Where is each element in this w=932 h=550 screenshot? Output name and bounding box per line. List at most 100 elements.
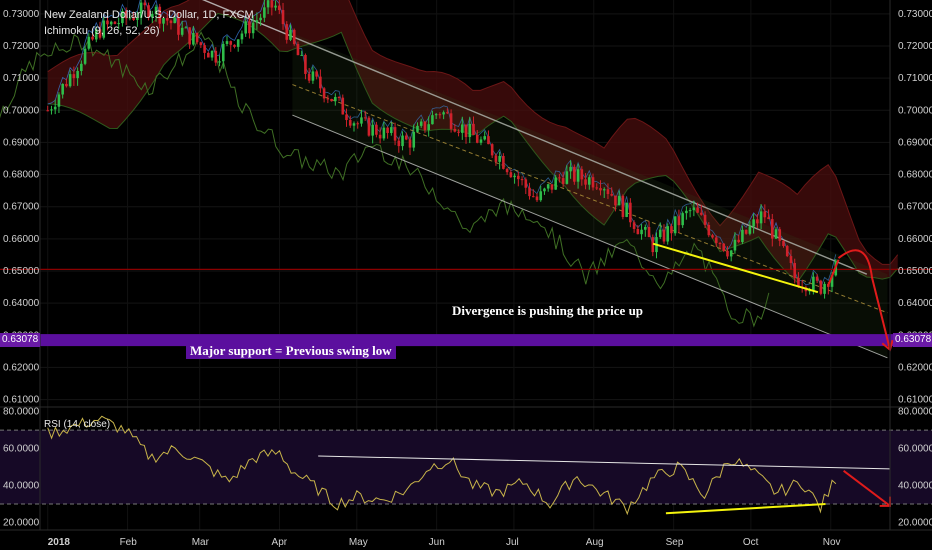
candle-body bbox=[431, 115, 434, 125]
price-tick-left: 0.70000 bbox=[3, 105, 40, 116]
support-band bbox=[0, 334, 932, 347]
price-tick-left: 0.65000 bbox=[3, 266, 40, 277]
candle-body bbox=[408, 139, 412, 148]
candle-body bbox=[218, 61, 221, 63]
candle-body bbox=[326, 98, 330, 100]
candle-body bbox=[65, 83, 68, 87]
candle-body bbox=[789, 256, 793, 263]
price-tick-right: 0.67000 bbox=[898, 202, 932, 213]
candle-body bbox=[210, 50, 214, 58]
candle-body bbox=[83, 48, 87, 64]
candle-body bbox=[580, 169, 584, 180]
candle-body bbox=[767, 217, 770, 220]
time-tick: Oct bbox=[743, 537, 759, 548]
divergence-annotation: Divergence is pushing the price up bbox=[452, 303, 644, 318]
candle-body bbox=[658, 229, 662, 238]
candle-body bbox=[240, 33, 244, 40]
candle-body bbox=[632, 222, 636, 229]
candle-body bbox=[173, 17, 177, 24]
candle-body bbox=[151, 14, 154, 18]
candle-body bbox=[184, 27, 188, 29]
price-tick-left: 0.61000 bbox=[3, 395, 40, 406]
candle-body bbox=[644, 226, 647, 230]
candle-body bbox=[214, 50, 218, 63]
candle-body bbox=[337, 96, 341, 98]
candle-body bbox=[502, 155, 505, 169]
candle-body bbox=[561, 178, 565, 184]
candle-body bbox=[573, 166, 576, 182]
time-tick: Sep bbox=[666, 537, 684, 548]
price-tick-left: 0.68000 bbox=[3, 170, 40, 181]
candle-body bbox=[696, 207, 699, 213]
price-tick-right: 0.70000 bbox=[898, 105, 932, 116]
rsi-divergence-line bbox=[665, 503, 826, 515]
candle-body bbox=[91, 36, 94, 40]
candle-body bbox=[733, 239, 737, 251]
candle-body bbox=[315, 71, 318, 77]
candle-body bbox=[737, 239, 740, 243]
candle-body bbox=[390, 127, 393, 133]
candle-body bbox=[528, 187, 531, 197]
candle-body bbox=[681, 213, 684, 226]
candle-body bbox=[513, 175, 516, 178]
candle-body bbox=[292, 29, 296, 45]
up-arrow bbox=[827, 259, 840, 286]
candle-body bbox=[289, 29, 292, 40]
price-divergence-line bbox=[652, 242, 819, 294]
rsi-line bbox=[47, 415, 837, 516]
support-annotation: Major support = Previous swing low bbox=[186, 343, 396, 359]
price-tick-right: 0.65000 bbox=[898, 266, 932, 277]
candle-body bbox=[72, 74, 76, 79]
candle-body bbox=[729, 250, 733, 257]
price-tick-left: 0.62000 bbox=[3, 362, 40, 373]
candle-body bbox=[251, 22, 255, 34]
candle-body bbox=[685, 210, 688, 214]
candle-body bbox=[569, 166, 572, 172]
candle-body bbox=[397, 140, 401, 147]
candle-body bbox=[188, 27, 191, 45]
price-tick-left: 0.69000 bbox=[3, 137, 40, 148]
candle-body bbox=[165, 18, 169, 21]
rsi-tick-right: 40.0000 bbox=[898, 481, 932, 492]
candle-body bbox=[591, 177, 595, 188]
candle-body bbox=[457, 131, 460, 133]
candle-body bbox=[80, 63, 83, 71]
rsi-tick-left: 20.0000 bbox=[3, 517, 40, 528]
candle-body bbox=[509, 172, 513, 178]
candle-body bbox=[192, 32, 195, 45]
candle-body bbox=[334, 96, 337, 102]
candle-body bbox=[517, 175, 520, 180]
candle-body bbox=[423, 121, 427, 131]
chart-title: New Zealand Dollar/U.S. Dollar, 1D, FXCM bbox=[44, 9, 254, 21]
price-tick-left: 0.64000 bbox=[3, 298, 40, 309]
candle-body bbox=[180, 27, 184, 35]
candle-body bbox=[479, 139, 483, 143]
channel-upper bbox=[202, 0, 868, 275]
candle-body bbox=[662, 229, 666, 242]
candle-body bbox=[401, 135, 404, 147]
price-tick-left: 0.73000 bbox=[3, 9, 40, 20]
price-tick-left: 0.72000 bbox=[3, 41, 40, 52]
candle-body bbox=[348, 120, 352, 126]
price-tick-right: 0.72000 bbox=[898, 41, 932, 52]
candle-body bbox=[498, 155, 501, 162]
candle-body bbox=[647, 226, 651, 238]
price-tick-right: 0.61000 bbox=[898, 395, 932, 406]
price-tick-left: 0.67000 bbox=[3, 202, 40, 213]
candle-body bbox=[468, 123, 472, 138]
candle-body bbox=[722, 243, 726, 251]
time-tick: 2018 bbox=[48, 537, 71, 548]
candle-body bbox=[46, 110, 50, 112]
senkou-span-a bbox=[47, 0, 899, 265]
candle-body bbox=[382, 127, 386, 139]
candle-body bbox=[68, 74, 72, 87]
rsi-arrow bbox=[843, 469, 891, 507]
candle-body bbox=[812, 276, 815, 291]
candle-body bbox=[375, 124, 378, 135]
rsi-tick-left: 40.0000 bbox=[3, 481, 40, 492]
candle-body bbox=[367, 117, 371, 136]
candle-body bbox=[666, 226, 670, 242]
candle-body bbox=[311, 71, 315, 81]
candle-body bbox=[531, 196, 535, 198]
